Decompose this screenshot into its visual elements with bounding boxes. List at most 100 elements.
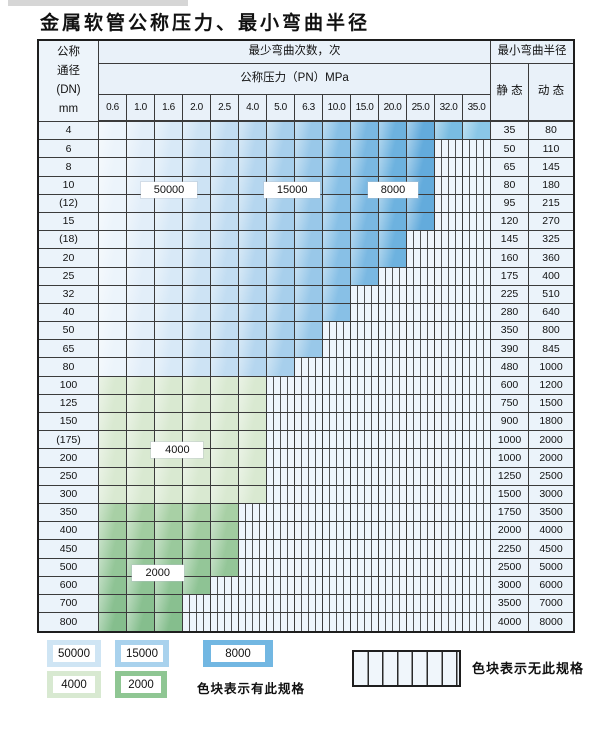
static-radius-cell: 120 xyxy=(491,212,529,232)
spec-available-cell xyxy=(351,231,379,250)
spec-unavailable-cell xyxy=(463,576,491,595)
spec-available-cell xyxy=(99,267,127,286)
dynamic-radius-cell: 8000 xyxy=(529,613,573,632)
spec-available-cell xyxy=(379,194,407,213)
spec-available-cell xyxy=(323,212,351,232)
spec-available-cell xyxy=(99,140,127,159)
spec-available-cell xyxy=(183,485,211,504)
spec-available-cell xyxy=(127,340,155,359)
spec-unavailable-cell xyxy=(407,358,435,377)
spec-available-cell xyxy=(155,522,183,541)
spec-available-cell xyxy=(239,413,267,432)
spec-available-cell xyxy=(99,358,127,377)
spec-available-cell xyxy=(267,249,295,268)
spec-unavailable-cell xyxy=(351,358,379,377)
spec-unavailable-cell xyxy=(295,522,323,541)
spec-available-cell xyxy=(127,249,155,268)
spec-available-cell xyxy=(239,231,267,250)
spec-available-cell xyxy=(239,322,267,341)
spec-available-cell xyxy=(99,249,127,268)
spec-unavailable-cell xyxy=(407,376,435,395)
spec-unavailable-cell xyxy=(435,176,463,195)
spec-available-cell xyxy=(127,503,155,523)
spec-unavailable-cell xyxy=(351,558,379,577)
pressure-col-header: 20.0 xyxy=(379,95,407,122)
spec-unavailable-cell xyxy=(267,449,295,468)
spec-unavailable-cell xyxy=(351,303,379,323)
spec-available-cell xyxy=(267,158,295,177)
spec-unavailable-cell xyxy=(435,449,463,468)
dynamic-radius-cell: 1000 xyxy=(529,358,573,377)
spec-unavailable-cell xyxy=(211,613,239,632)
spec-available-cell xyxy=(99,449,127,468)
spec-unavailable-cell xyxy=(435,394,463,413)
spec-available-cell xyxy=(155,194,183,213)
spec-available-cell xyxy=(99,394,127,413)
spec-available-cell xyxy=(267,303,295,323)
pressure-header-cell: 公称压力（PN）MPa xyxy=(99,64,491,95)
spec-unavailable-cell xyxy=(379,576,407,595)
spec-available-cell xyxy=(183,394,211,413)
spec-unavailable-cell xyxy=(295,358,323,377)
spec-available-cell xyxy=(99,485,127,504)
spec-available-cell xyxy=(183,285,211,304)
spec-available-cell xyxy=(183,576,211,595)
spec-unavailable-cell xyxy=(407,267,435,286)
static-radius-cell: 95 xyxy=(491,194,529,213)
spec-available-cell xyxy=(155,340,183,359)
spec-unavailable-cell xyxy=(295,485,323,504)
dn-header-line: mm xyxy=(58,103,79,116)
spec-available-cell xyxy=(323,176,351,195)
spec-unavailable-cell xyxy=(463,376,491,395)
spec-available-cell xyxy=(127,194,155,213)
spec-available-cell xyxy=(239,303,267,323)
spec-unavailable-cell xyxy=(463,413,491,432)
spec-available-cell xyxy=(127,140,155,159)
spec-available-cell xyxy=(155,285,183,304)
spec-available-cell xyxy=(239,267,267,286)
static-radius-cell: 35 xyxy=(491,122,529,141)
spec-unavailable-cell xyxy=(379,431,407,450)
zone-label: 4000 xyxy=(151,441,204,458)
spec-unavailable-cell xyxy=(435,322,463,341)
dynamic-radius-cell: 845 xyxy=(529,340,573,359)
spec-unavailable-cell xyxy=(351,594,379,614)
spec-unavailable-cell xyxy=(463,285,491,304)
spec-unavailable-cell xyxy=(183,613,211,632)
spec-unavailable-cell xyxy=(407,449,435,468)
spec-available-cell xyxy=(183,522,211,541)
spec-available-cell xyxy=(211,431,239,450)
spec-available-cell xyxy=(155,467,183,486)
static-radius-cell: 600 xyxy=(491,376,529,395)
spec-available-cell xyxy=(211,140,239,159)
spec-available-cell xyxy=(239,122,267,141)
spec-unavailable-cell xyxy=(295,594,323,614)
spec-unavailable-cell xyxy=(323,449,351,468)
spec-available-cell xyxy=(99,212,127,232)
spec-unavailable-cell xyxy=(463,503,491,523)
spec-unavailable-cell xyxy=(323,322,351,341)
spec-available-cell xyxy=(379,158,407,177)
spec-available-cell xyxy=(295,231,323,250)
spec-unavailable-cell xyxy=(379,467,407,486)
static-radius-cell: 225 xyxy=(491,285,529,304)
spec-unavailable-cell xyxy=(323,358,351,377)
static-radius-cell: 480 xyxy=(491,358,529,377)
spec-available-cell xyxy=(127,376,155,395)
spec-unavailable-cell xyxy=(323,558,351,577)
static-radius-cell: 750 xyxy=(491,394,529,413)
spec-unavailable-cell xyxy=(407,503,435,523)
spec-unavailable-cell xyxy=(435,194,463,213)
static-radius-cell: 65 xyxy=(491,158,529,177)
pressure-col-header: 6.3 xyxy=(295,95,323,122)
spec-available-cell xyxy=(183,194,211,213)
spec-unavailable-cell xyxy=(323,394,351,413)
spec-available-cell xyxy=(155,413,183,432)
spec-available-cell xyxy=(295,212,323,232)
static-radius-cell: 175 xyxy=(491,267,529,286)
spec-unavailable-cell xyxy=(379,613,407,632)
spec-unavailable-cell xyxy=(267,467,295,486)
spec-available-cell xyxy=(127,158,155,177)
spec-available-cell xyxy=(155,140,183,159)
pressure-col-header: 2.5 xyxy=(211,95,239,122)
